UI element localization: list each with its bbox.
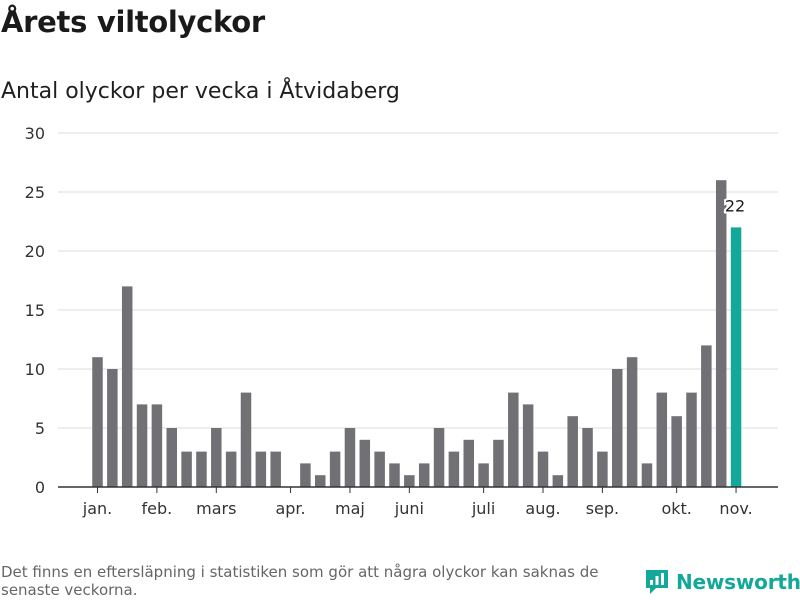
x-tick-label: jan. [82, 499, 112, 518]
data-label: 22 [725, 196, 745, 215]
bar [315, 475, 326, 487]
x-tick-label: mars [196, 499, 236, 518]
bar [270, 451, 281, 487]
y-tick-label: 30 [25, 124, 45, 143]
x-tick-label: sep. [586, 499, 619, 518]
footnote: Det finns en eftersläpning i statistiken… [1, 563, 599, 599]
y-tick-label: 10 [25, 360, 45, 379]
bar [715, 180, 727, 487]
y-tick-label: 5 [35, 419, 45, 438]
chart-subtitle: Antal olyckor per vecka i Åtvidaberg [1, 79, 400, 104]
bar [151, 404, 163, 487]
bar [166, 428, 177, 487]
bar [107, 369, 118, 487]
brand-name: Newsworthy [676, 570, 800, 594]
bar [225, 451, 237, 487]
bar-chart-icon [646, 570, 668, 594]
bar [121, 286, 133, 487]
highlight-bar [730, 227, 742, 487]
chart-title: Årets viltolyckor [1, 5, 265, 39]
x-tick-label: maj [335, 499, 365, 518]
bar [359, 439, 371, 487]
bar [196, 451, 207, 487]
bar [211, 428, 222, 487]
x-tick-label: juni [394, 499, 424, 518]
bar [374, 451, 385, 487]
bar [92, 357, 103, 487]
y-tick-label: 0 [35, 478, 45, 497]
bar [463, 439, 474, 487]
x-tick-label: aug. [525, 499, 560, 518]
bar [508, 392, 519, 487]
bar [344, 428, 356, 487]
bar [686, 392, 697, 487]
newsworthy-logo: Newsworthy [644, 568, 800, 596]
bar [567, 416, 578, 487]
bar [612, 369, 623, 487]
y-tick-label: 20 [25, 242, 45, 261]
bar [641, 463, 653, 487]
bar [255, 451, 267, 487]
bar [433, 428, 445, 487]
bar [240, 392, 252, 487]
bar [701, 345, 712, 487]
bar [478, 463, 489, 487]
bar [389, 463, 400, 487]
data-label-halo: 22 [725, 196, 745, 215]
y-tick-label: 15 [25, 301, 45, 320]
bar [656, 392, 668, 487]
bar [493, 439, 504, 487]
x-tick-label: juli [471, 499, 495, 518]
bar [404, 475, 415, 487]
bar [582, 428, 593, 487]
bar [136, 404, 148, 487]
bar [671, 416, 682, 487]
x-tick-label: feb. [142, 499, 173, 518]
x-tick-label: apr. [275, 499, 305, 518]
bar [522, 404, 534, 487]
bar [418, 463, 430, 487]
bar [181, 451, 192, 487]
bar [537, 451, 549, 487]
y-tick-label: 25 [25, 183, 45, 202]
bar [300, 463, 311, 487]
bar [597, 451, 608, 487]
x-tick-label: nov. [719, 499, 752, 518]
bar [626, 357, 638, 487]
bar [329, 451, 341, 487]
x-tick-label: okt. [661, 499, 691, 518]
bar [448, 451, 460, 487]
bar [552, 475, 564, 487]
